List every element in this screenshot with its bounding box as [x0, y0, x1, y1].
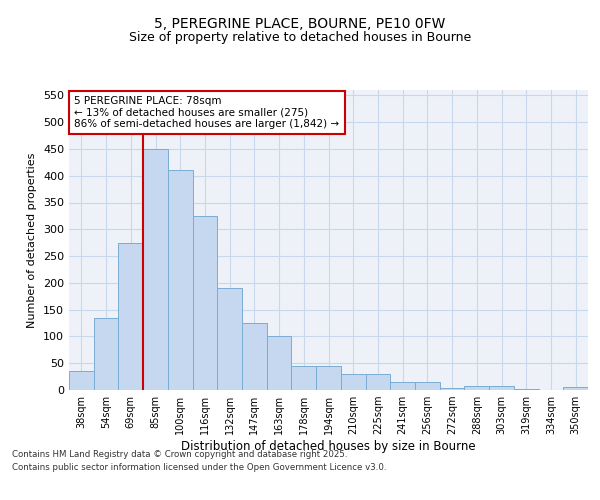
Bar: [242, 323, 267, 390]
Bar: [390, 382, 415, 390]
Bar: [267, 336, 292, 390]
Text: Size of property relative to detached houses in Bourne: Size of property relative to detached ho…: [129, 31, 471, 44]
Bar: [440, 388, 464, 390]
Text: 5, PEREGRINE PLACE, BOURNE, PE10 0FW: 5, PEREGRINE PLACE, BOURNE, PE10 0FW: [154, 18, 446, 32]
Bar: [193, 216, 217, 390]
Bar: [563, 388, 588, 390]
Bar: [292, 366, 316, 390]
Bar: [464, 386, 489, 390]
Bar: [118, 242, 143, 390]
Bar: [168, 170, 193, 390]
Y-axis label: Number of detached properties: Number of detached properties: [28, 152, 37, 328]
Text: Contains public sector information licensed under the Open Government Licence v3: Contains public sector information licen…: [12, 462, 386, 471]
Text: Contains HM Land Registry data © Crown copyright and database right 2025.: Contains HM Land Registry data © Crown c…: [12, 450, 347, 459]
Bar: [316, 366, 341, 390]
Bar: [94, 318, 118, 390]
Bar: [341, 374, 365, 390]
Bar: [514, 389, 539, 390]
Text: 5 PEREGRINE PLACE: 78sqm
← 13% of detached houses are smaller (275)
86% of semi-: 5 PEREGRINE PLACE: 78sqm ← 13% of detach…: [74, 96, 340, 129]
Bar: [365, 374, 390, 390]
Bar: [143, 149, 168, 390]
Bar: [415, 382, 440, 390]
X-axis label: Distribution of detached houses by size in Bourne: Distribution of detached houses by size …: [181, 440, 476, 453]
Bar: [69, 371, 94, 390]
Bar: [489, 386, 514, 390]
Bar: [217, 288, 242, 390]
